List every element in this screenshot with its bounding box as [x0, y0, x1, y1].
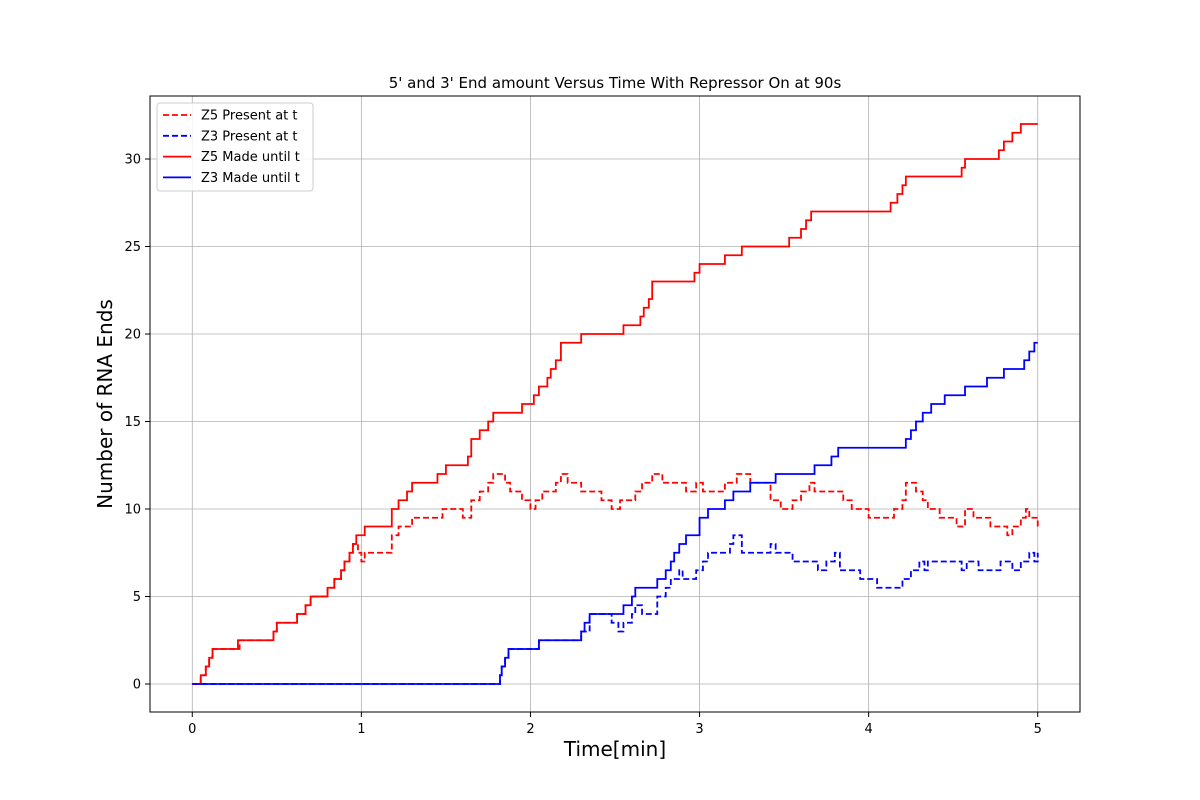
series-line-z3-present-at-t [192, 534, 1039, 685]
x-tick-label: 5 [1034, 722, 1042, 737]
series-line-z5-present-at-t [192, 473, 1039, 685]
y-tick-label: 30 [124, 153, 141, 168]
x-tick-label: 4 [864, 722, 872, 737]
y-tick-label: 25 [124, 240, 141, 255]
x-tick-label: 0 [188, 722, 196, 737]
plot-frame [149, 95, 1081, 713]
x-tick-label: 3 [695, 722, 703, 737]
y-tick-label: 15 [124, 415, 141, 430]
legend-label: Z3 Made until t [201, 171, 300, 186]
legend-label: Z5 Made until t [201, 150, 300, 165]
x-axis-title: Time[min] [563, 737, 666, 761]
y-tick-label: 0 [133, 678, 141, 693]
series-line-z5-made-until-t [192, 123, 1038, 685]
y-tick-label: 5 [133, 590, 141, 605]
y-tick-label: 10 [124, 503, 141, 518]
legend: Z5 Present at t Z3 Present at t Z5 Made un… [156, 102, 314, 192]
y-tick-label: 20 [124, 328, 141, 343]
series-line-z3-made-until-t [192, 341, 1038, 685]
chart-title: 5' and 3' End amount Versus Time With Re… [389, 74, 842, 92]
legend-box [156, 102, 314, 192]
x-tick-label: 2 [526, 722, 534, 737]
legend-label: Z3 Present at t [201, 129, 298, 144]
series-layer [192, 123, 1039, 685]
x-tick-label: 1 [357, 722, 365, 737]
y-axis-title: Number of RNA Ends [93, 299, 117, 509]
ticks: 0 1 2 3 4 5 0 5 10 15 20 25 30 [124, 153, 1041, 738]
legend-label: Z5 Present at t [201, 109, 298, 124]
